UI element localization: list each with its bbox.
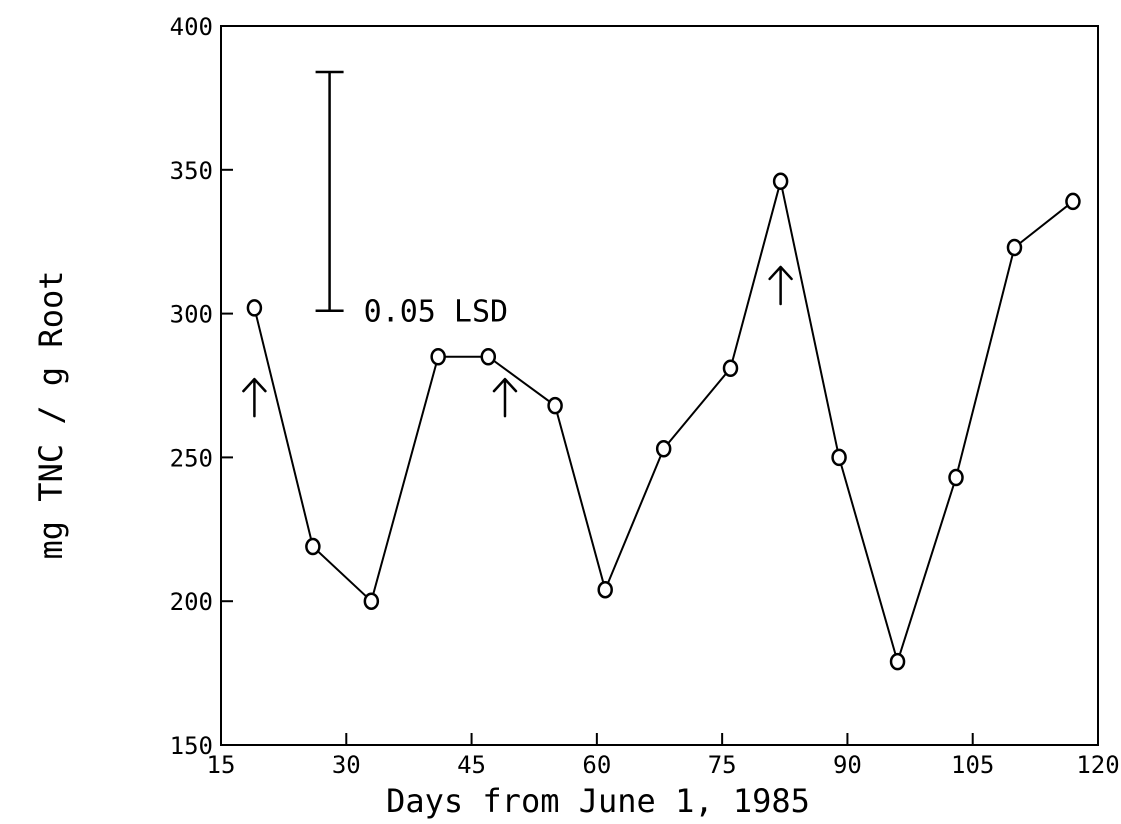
y-axis-label: mg TNC / g Root	[32, 271, 70, 560]
up-arrow-icon	[492, 377, 518, 418]
data-point	[831, 448, 847, 467]
series	[246, 172, 1081, 671]
data-point	[246, 299, 263, 317]
plot-frame	[220, 25, 1099, 746]
x-tick-label: 105	[951, 751, 994, 779]
x-axis-label: Days from June 1, 1985	[386, 782, 810, 820]
data-point	[430, 347, 446, 366]
y-tick-label: 150	[170, 732, 213, 760]
x-tick-label: 45	[457, 751, 486, 779]
y-tick-label: 300	[170, 301, 213, 329]
x-tick-label: 90	[833, 751, 862, 779]
x-tick-label: 30	[332, 751, 361, 779]
series-line	[253, 181, 1074, 666]
up-arrow-icon	[242, 377, 267, 418]
ticks: 15 30 45 60 75 90 105 120 150 200 250 300 350 400	[170, 13, 1120, 779]
data-point	[547, 396, 563, 415]
data-point	[948, 468, 964, 487]
data-point	[889, 652, 906, 671]
x-tick-label: 15	[207, 751, 236, 779]
x-tick-label: 120	[1076, 751, 1119, 779]
y-tick-label: 350	[170, 157, 213, 185]
data-point	[722, 359, 739, 377]
y-tick-label: 400	[170, 13, 213, 41]
data-point	[597, 580, 613, 599]
x-tick-label: 75	[708, 751, 737, 779]
axes	[220, 25, 1099, 746]
data-point	[1065, 192, 1081, 211]
up-arrow-icon	[768, 265, 793, 306]
x-tick-label: 60	[582, 751, 611, 779]
lsd-bar: 0.05 LSD	[315, 70, 509, 330]
y-tick-label: 200	[170, 588, 213, 616]
arrows	[242, 265, 793, 418]
data-point	[305, 537, 321, 556]
data-point	[480, 347, 497, 366]
data-point	[363, 592, 380, 610]
data-point	[1006, 238, 1023, 257]
data-point	[655, 440, 672, 458]
data-point	[772, 172, 789, 191]
lsd-label: 0.05 LSD	[364, 295, 509, 330]
y-tick-label: 250	[170, 444, 213, 472]
